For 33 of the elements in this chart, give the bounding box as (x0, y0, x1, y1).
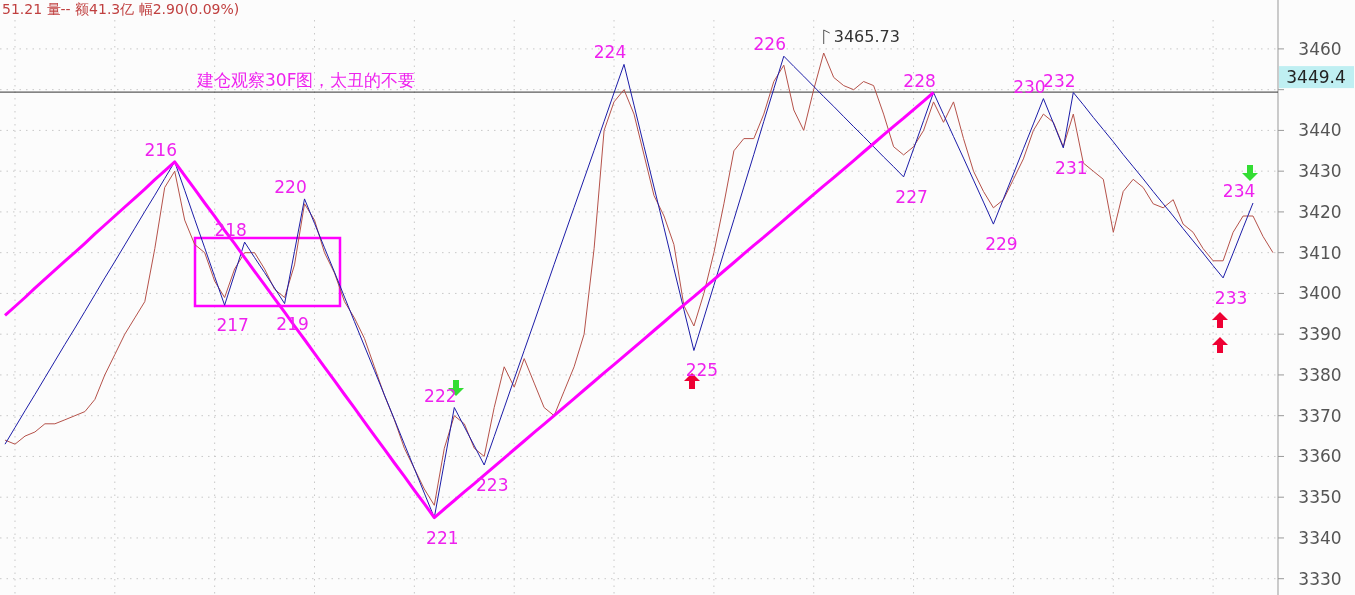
y-tick-label: 3370 (1298, 405, 1342, 426)
annotation: 223 (476, 475, 509, 495)
y-tick-label: 3390 (1298, 324, 1342, 345)
y-tick-label: 3410 (1298, 242, 1342, 263)
y-tick-label: 3460 (1298, 38, 1342, 59)
annotation: 220 (274, 176, 307, 197)
annotation: 222 (424, 385, 457, 406)
annotation: 233 (1214, 287, 1248, 308)
y-tick-label: 3350 (1298, 487, 1342, 508)
y-tick-label: 3400 (1298, 283, 1342, 304)
y-tick-label: 3360 (1298, 446, 1342, 467)
annotation: 225 (685, 360, 719, 381)
y-tick-label: 3420 (1298, 201, 1342, 222)
line-series (3, 91, 935, 520)
text: 建仓观察30F图，太丑的不要 (196, 70, 416, 90)
annotation: 229 (985, 234, 1018, 255)
y-tick-label: 3330 (1298, 568, 1342, 589)
ref-line-label: 3449.4 (1286, 67, 1346, 88)
annotation: 217 (216, 315, 249, 336)
annotation: 221 (426, 527, 459, 548)
chart-subtitle: 51.21 量-- 额41.3亿 幅2.90(0.09%) (2, 1, 240, 17)
annotation: 216 (144, 139, 177, 160)
y-tick-label: 3440 (1298, 120, 1342, 141)
y-tick-label: 3430 (1298, 161, 1342, 182)
annotation: 231 (1055, 157, 1088, 178)
y-tick-label: 3380 (1298, 364, 1342, 385)
annotation: 224 (593, 42, 627, 63)
annotation: 228 (903, 70, 936, 91)
annotation: 226 (753, 34, 786, 55)
annotation: 227 (895, 186, 928, 207)
annotation: 3465.73 (833, 27, 900, 46)
annotation: 234 (1222, 180, 1256, 201)
y-tick-label: 3340 (1298, 527, 1342, 548)
